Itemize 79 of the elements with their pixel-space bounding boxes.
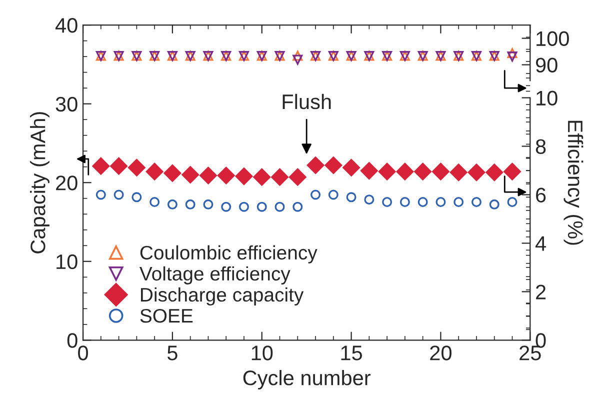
x-tick-label: 5 — [167, 346, 178, 360]
point — [235, 168, 253, 185]
point — [310, 190, 321, 200]
y3-tick-label: 90 — [536, 58, 558, 73]
y2-tick-label: 4 — [535, 236, 546, 251]
point — [292, 54, 303, 65]
point — [182, 166, 200, 184]
point — [414, 162, 432, 180]
legend-label: Voltage efficiency — [140, 266, 290, 284]
y-tick-label: 20 — [56, 176, 78, 190]
point — [468, 164, 486, 182]
point — [324, 156, 342, 174]
x-tick-label: 20 — [430, 346, 452, 360]
y2-axis-title: Efficiency (%) — [564, 120, 584, 245]
y-tick-label: 10 — [56, 254, 78, 270]
y2-tick-label: 2 — [536, 284, 546, 300]
point — [432, 162, 450, 180]
point — [396, 162, 414, 180]
point — [471, 197, 482, 207]
point — [400, 197, 410, 207]
point — [418, 197, 428, 207]
y-tick-label: 0 — [67, 333, 78, 348]
point — [203, 199, 214, 210]
x-tick-label: 25 — [520, 346, 541, 360]
y2-tick-label: 8 — [536, 139, 546, 154]
x-tick-label: 15 — [341, 346, 362, 360]
point — [110, 157, 128, 175]
legend-label: Coulombic efficiency — [140, 245, 318, 264]
point — [128, 158, 146, 176]
point — [114, 190, 124, 200]
y-tick-label: 30 — [56, 96, 78, 112]
point — [454, 197, 464, 207]
point — [450, 164, 468, 182]
point — [96, 190, 106, 200]
point — [164, 164, 182, 182]
point — [378, 162, 396, 180]
point — [507, 52, 518, 62]
x-tick-label: 10 — [252, 346, 273, 360]
point — [342, 158, 360, 176]
point — [436, 197, 446, 207]
point — [364, 194, 374, 205]
y2-tick-label: 0 — [536, 333, 546, 348]
point — [328, 190, 338, 200]
point — [486, 164, 504, 182]
annotation: Flush — [282, 94, 331, 110]
point — [346, 192, 356, 202]
y2-tick-label: 6 — [536, 188, 546, 202]
point — [185, 199, 196, 210]
point — [292, 50, 303, 61]
point — [382, 197, 392, 207]
point — [253, 168, 271, 186]
point — [504, 162, 521, 180]
y2-tick-label: 10 — [536, 90, 558, 106]
point — [507, 197, 518, 207]
point — [221, 202, 232, 212]
point — [360, 162, 378, 180]
point — [292, 202, 303, 212]
point — [306, 156, 324, 174]
x-axis-title: Cycle number — [243, 370, 370, 390]
point — [167, 199, 178, 210]
y-tick-label: 40 — [55, 18, 78, 33]
y3-tick-label: 100 — [536, 31, 569, 46]
point — [507, 48, 518, 58]
point — [150, 197, 160, 207]
y-axis-title: Capacity (mAh) — [30, 112, 50, 254]
point — [132, 192, 142, 202]
point — [92, 157, 110, 175]
point — [217, 166, 235, 184]
point — [288, 168, 306, 186]
x-tick-label: 0 — [78, 346, 88, 360]
point — [489, 199, 500, 210]
point — [274, 202, 285, 212]
legend-label: SOEE — [140, 308, 193, 323]
point — [271, 168, 288, 186]
point — [238, 202, 249, 212]
point — [256, 202, 267, 212]
point — [200, 166, 217, 184]
point — [146, 162, 164, 180]
legend-label: Discharge capacity — [141, 287, 304, 306]
